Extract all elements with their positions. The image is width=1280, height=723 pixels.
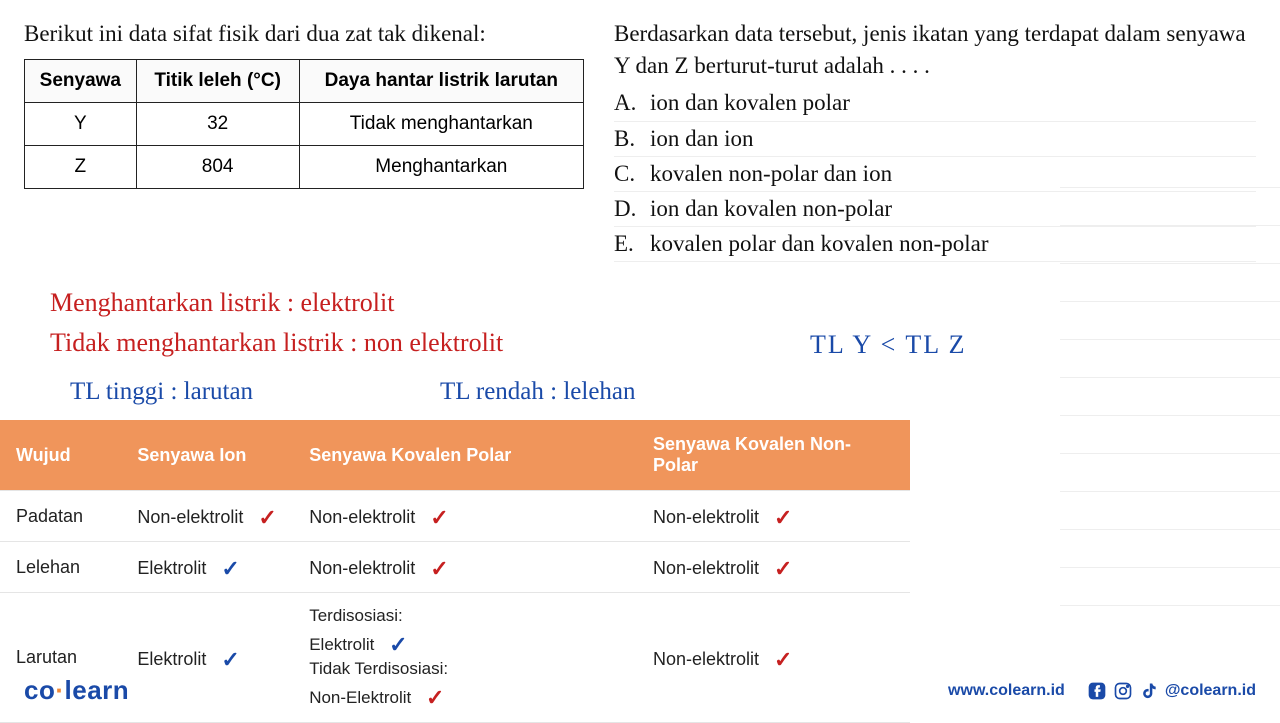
physical-data-table: Senyawa Titik leleh (°C) Daya hantar lis… — [24, 59, 584, 189]
th-daya-hantar: Daya hantar listrik larutan — [299, 60, 583, 103]
cell-nonpolar: Non-elektrolit ✓ — [637, 542, 910, 593]
facebook-icon — [1087, 681, 1107, 701]
social-icons: @colearn.id — [1087, 681, 1256, 701]
cell: 32 — [136, 103, 299, 146]
option-letter: D. — [614, 193, 650, 225]
handwriting-elektrolit: Menghantarkan listrik : elektrolit — [50, 288, 394, 318]
subcell-value: Elektrolit — [309, 635, 374, 654]
footer-url: www.colearn.id — [948, 682, 1065, 700]
cell-polar: Non-elektrolit ✓ — [293, 491, 637, 542]
cell-text: Elektrolit — [137, 558, 206, 578]
th-wujud: Wujud — [0, 420, 121, 491]
cell-ion: Non-elektrolit ✓ — [121, 491, 293, 542]
handwriting-tl-tinggi: TL tinggi : larutan — [70, 378, 253, 406]
handwriting-compare: TL Y < TL Z — [810, 330, 967, 360]
option-letter: E. — [614, 228, 650, 260]
cell-text: Non-elektrolit — [309, 507, 415, 527]
handwriting-tl-rendah: TL rendah : lelehan — [440, 378, 636, 406]
option-letter: A. — [614, 87, 650, 119]
cell-text: Non-elektrolit — [653, 507, 759, 527]
classify-row-padatan: Padatan Non-elektrolit ✓ Non-elektrolit … — [0, 491, 910, 542]
cell: Y — [25, 103, 137, 146]
check-icon: ✓ — [221, 647, 239, 673]
cell-wujud: Lelehan — [0, 542, 121, 593]
cell-wujud: Padatan — [0, 491, 121, 542]
option-letter: C. — [614, 158, 650, 190]
table-row: Y 32 Tidak menghantarkan — [25, 103, 584, 146]
check-icon: ✓ — [389, 630, 407, 660]
cell-text: Non-elektrolit — [137, 507, 243, 527]
tiktok-icon — [1139, 681, 1159, 701]
th-kovalen-nonpolar: Senyawa Kovalen Non-Polar — [637, 420, 910, 491]
option-letter: B. — [614, 123, 650, 155]
logo-co: co — [24, 675, 55, 705]
cell: 804 — [136, 146, 299, 189]
check-icon: ✓ — [774, 556, 792, 582]
left-column: Berikut ini data sifat fisik dari dua za… — [24, 18, 584, 262]
footer-handle: @colearn.id — [1165, 682, 1256, 700]
cell-nonpolar: Non-elektrolit ✓ — [637, 491, 910, 542]
th-kovalen-polar: Senyawa Kovalen Polar — [293, 420, 637, 491]
handwriting-non-elektrolit: Tidak menghantarkan listrik : non elektr… — [50, 328, 503, 358]
logo-dot-icon: · — [55, 675, 64, 705]
cell-polar: Non-elektrolit ✓ — [293, 542, 637, 593]
classify-header-row: Wujud Senyawa Ion Senyawa Kovalen Polar … — [0, 420, 910, 491]
check-icon: ✓ — [774, 647, 792, 673]
check-icon: ✓ — [774, 505, 792, 531]
cell-text: Elektrolit — [137, 649, 206, 669]
check-icon: ✓ — [258, 505, 276, 531]
th-titik-leleh: Titik leleh (°C) — [136, 60, 299, 103]
colearn-logo: co·learn — [24, 675, 129, 706]
check-icon: ✓ — [430, 556, 448, 582]
question-text: Berdasarkan data tersebut, jenis ikatan … — [614, 18, 1256, 82]
th-ion: Senyawa Ion — [121, 420, 293, 491]
footer-right: www.colearn.id @colearn.id — [948, 681, 1256, 701]
check-icon: ✓ — [221, 556, 239, 582]
logo-learn: learn — [65, 675, 130, 705]
classify-row-lelehan: Lelehan Elektrolit ✓ Non-elektrolit ✓ No… — [0, 542, 910, 593]
subcell-label: Terdisosiasi: — [309, 606, 403, 625]
check-icon: ✓ — [430, 505, 448, 531]
th-senyawa: Senyawa — [25, 60, 137, 103]
cell-text: Non-elektrolit — [653, 558, 759, 578]
cell-text: Non-elektrolit — [653, 649, 759, 669]
table-row: Z 804 Menghantarkan — [25, 146, 584, 189]
cell-ion: Elektrolit ✓ — [121, 542, 293, 593]
cell: Menghantarkan — [299, 146, 583, 189]
cell: Z — [25, 146, 137, 189]
cell-text: Non-elektrolit — [309, 558, 415, 578]
option-a: A. ion dan kovalen polar — [614, 86, 1256, 121]
option-text: ion dan kovalen polar — [650, 87, 1256, 119]
ruled-lines — [1060, 150, 1280, 606]
instagram-icon — [1113, 681, 1133, 701]
cell: Tidak menghantarkan — [299, 103, 583, 146]
footer: co·learn www.colearn.id @colearn.id — [0, 675, 1280, 706]
intro-text: Berikut ini data sifat fisik dari dua za… — [24, 18, 584, 49]
